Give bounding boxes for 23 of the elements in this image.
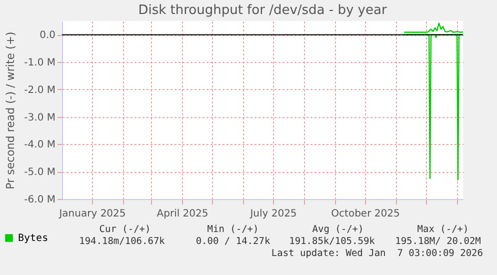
text: 0.00 / 14.27k (196, 236, 270, 247)
x-tick-label: October 2025 (331, 208, 400, 220)
y-tick-label: -2.0 M (24, 84, 56, 96)
y-tick-label: 0.0 (40, 30, 56, 42)
y-tick-label: -4.0 M (24, 140, 56, 151)
y-tick-label: -6.0 M (24, 194, 56, 206)
x-tick-label: April 2025 (156, 208, 208, 220)
y-tick-label: -3.0 M (24, 112, 56, 124)
text: Max (-/+) (417, 224, 469, 235)
text: 194.18m/106.67k (79, 236, 165, 247)
y-axis-title: Pr second read (-) / write (+) (4, 32, 18, 190)
text: Last update: Wed Jan 7 03:00:09 2026 (271, 248, 483, 259)
y-tick-label: -1.0 M (24, 58, 56, 69)
x-tick-label: July 2025 (249, 208, 297, 220)
y-tick-label: -5.0 M (24, 167, 56, 178)
text: 191.85k/105.59k (289, 236, 375, 247)
text: Avg (-/+) (312, 224, 364, 235)
legend-label: Bytes (18, 233, 48, 244)
chart-title: Disk throughput for /dev/sda - by year (138, 3, 388, 18)
text: Min (-/+) (207, 224, 259, 235)
text: Cur (-/+) (99, 224, 151, 235)
x-tick-label: January 2025 (58, 208, 126, 220)
text: 195.18M/ 20.02M (395, 236, 481, 247)
